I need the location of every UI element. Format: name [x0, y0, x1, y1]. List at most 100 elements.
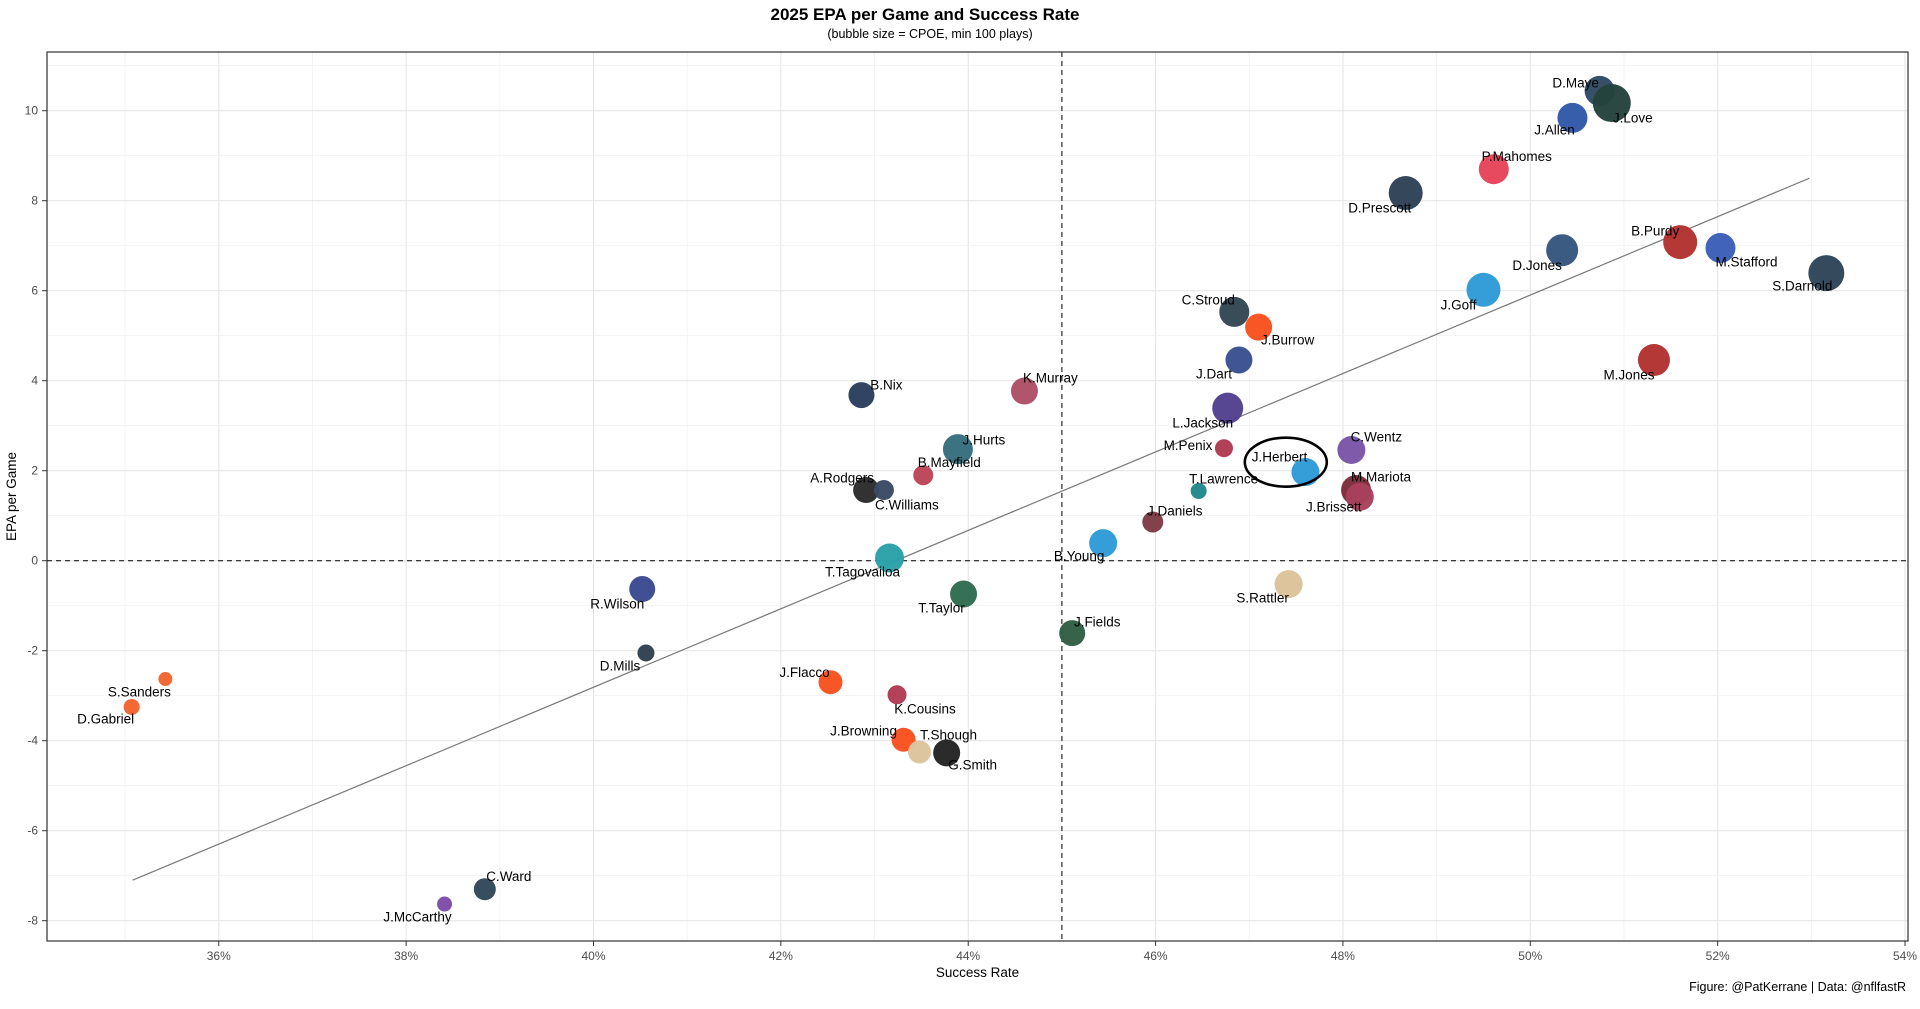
- x-tick-label: 46%: [1144, 949, 1168, 963]
- player-label-P.Mahomes: P.Mahomes: [1482, 149, 1553, 164]
- bubble-P.Mahomes: [1478, 154, 1509, 185]
- x-tick-label: 50%: [1518, 949, 1542, 963]
- player-label-K.Murray: K.Murray: [1023, 371, 1078, 386]
- bubble-K.Cousins: [887, 685, 907, 705]
- bubble-J.Love: [1592, 84, 1631, 123]
- chart-title: 2025 EPA per Game and Success Rate: [770, 5, 1080, 24]
- player-label-C.Wentz: C.Wentz: [1351, 430, 1403, 445]
- bubble-S.Sanders: [158, 672, 173, 687]
- player-label-C.Stroud: C.Stroud: [1182, 292, 1235, 307]
- bubble-M.Penix: [1214, 439, 1233, 458]
- herbert-highlight-ellipse: [1243, 436, 1329, 488]
- figure-credit-caption: Figure: @PatKerrane | Data: @nflfastR: [1689, 980, 1906, 994]
- player-label-J.Dart: J.Dart: [1196, 367, 1232, 382]
- bubble-R.Wilson: [629, 576, 656, 603]
- player-label-J.Flacco: J.Flacco: [779, 665, 829, 680]
- player-label-G.Smith: G.Smith: [948, 757, 997, 772]
- bubble-J.Fields: [1059, 620, 1086, 647]
- player-label-T.Lawrence: T.Lawrence: [1189, 472, 1258, 487]
- player-label-M.Mariota: M.Mariota: [1351, 470, 1412, 485]
- bubble-J.McCarthy: [437, 896, 453, 912]
- bubble-T.Lawrence: [1190, 482, 1207, 499]
- y-tick-label: 0: [31, 554, 38, 568]
- bubble-J.Herbert: [1291, 458, 1320, 487]
- bubble-D.Prescott: [1388, 176, 1423, 211]
- y-tick-label: 6: [31, 284, 38, 298]
- bubble-G.Smith: [933, 739, 961, 767]
- y-tick-label: 2: [31, 464, 38, 478]
- x-tick-label: 44%: [956, 949, 980, 963]
- y-tick-label: 8: [31, 194, 38, 208]
- bubble-D.Gabriel: [123, 698, 140, 715]
- player-label-S.Darnold: S.Darnold: [1772, 279, 1832, 294]
- player-label-R.Wilson: R.Wilson: [590, 597, 644, 612]
- bubble-L.Jackson: [1212, 392, 1244, 424]
- player-label-J.McCarthy: J.McCarthy: [383, 910, 452, 925]
- x-tick-label: 52%: [1706, 949, 1730, 963]
- player-label-J.Daniels: J.Daniels: [1147, 504, 1203, 519]
- chart-subtitle: (bubble size = CPOE, min 100 plays): [827, 27, 1033, 41]
- x-tick-label: 38%: [394, 949, 418, 963]
- player-label-D.Mills: D.Mills: [600, 659, 641, 674]
- player-label-D.Maye: D.Maye: [1552, 75, 1599, 90]
- bubble-B.Mayfield: [913, 465, 934, 486]
- plot-panel: [47, 52, 1908, 941]
- bubble-B.Young: [1089, 529, 1118, 558]
- x-axis-label: Success Rate: [936, 965, 1019, 980]
- bubble-C.Stroud: [1219, 296, 1250, 327]
- bubble-B.Purdy: [1663, 225, 1698, 260]
- player-label-S.Sanders: S.Sanders: [108, 685, 171, 700]
- bubble-M.Stafford: [1705, 232, 1736, 263]
- bubble-J.Burrow: [1245, 313, 1273, 341]
- bubble-C.Ward: [473, 878, 496, 901]
- bubble-C.Wentz: [1337, 436, 1366, 464]
- bubble-S.Rattler: [1274, 570, 1303, 599]
- bubble-B.Nix: [848, 382, 875, 409]
- x-tick-label: 54%: [1893, 949, 1917, 963]
- bubble-K.Murray: [1010, 377, 1038, 405]
- player-label-K.Cousins: K.Cousins: [894, 701, 956, 716]
- player-label-T.Taylor: T.Taylor: [918, 601, 965, 616]
- x-tick-label: 36%: [207, 949, 231, 963]
- player-label-C.Ward: C.Ward: [486, 869, 531, 884]
- bubble-J.Hurts: [942, 434, 973, 465]
- y-tick-label: 10: [25, 104, 39, 118]
- player-label-S.Rattler: S.Rattler: [1236, 591, 1289, 606]
- player-label-J.Herbert: J.Herbert: [1252, 450, 1308, 465]
- bubble-T.Taylor: [950, 580, 978, 608]
- bubble-D.Jones: [1546, 234, 1579, 267]
- player-label-J.Goff: J.Goff: [1441, 297, 1477, 312]
- bubble-A.Rodgers: [853, 477, 880, 504]
- player-label-J.Love: J.Love: [1613, 111, 1653, 126]
- bubble-M.Jones: [1637, 344, 1670, 376]
- bubble-J.Allen: [1557, 102, 1588, 133]
- player-label-J.Browning: J.Browning: [830, 723, 897, 738]
- bubble-T.Shough: [908, 740, 932, 764]
- player-label-J.Brissett: J.Brissett: [1306, 499, 1362, 514]
- player-label-A.Rodgers: A.Rodgers: [810, 471, 874, 486]
- y-tick-label: -8: [27, 914, 38, 928]
- bubble-T.Tagovailoa: [875, 543, 905, 573]
- player-label-T.Tagovailoa: T.Tagovailoa: [825, 565, 901, 580]
- bubble-D.Mills: [637, 644, 655, 662]
- player-label-C.Williams: C.Williams: [875, 498, 939, 513]
- y-tick-label: 4: [31, 374, 38, 388]
- player-label-D.Jones: D.Jones: [1512, 258, 1562, 273]
- player-label-J.Burrow: J.Burrow: [1261, 333, 1315, 348]
- panel-border: [46, 51, 1909, 942]
- player-label-M.Stafford: M.Stafford: [1715, 255, 1777, 270]
- player-label-B.Young: B.Young: [1054, 549, 1105, 564]
- trend-line: [132, 177, 1810, 881]
- y-tick-label: -2: [27, 644, 38, 658]
- x-tick-label: 42%: [769, 949, 793, 963]
- x-tick-label: 48%: [1331, 949, 1355, 963]
- player-label-D.Prescott: D.Prescott: [1348, 201, 1411, 216]
- player-label-J.Allen: J.Allen: [1534, 122, 1575, 137]
- y-tick-label: -6: [27, 824, 38, 838]
- bubble-J.Flacco: [818, 670, 843, 695]
- player-label-B.Nix: B.Nix: [870, 378, 903, 393]
- player-label-T.Shough: T.Shough: [920, 728, 977, 743]
- bubble-S.Darnold: [1808, 255, 1845, 292]
